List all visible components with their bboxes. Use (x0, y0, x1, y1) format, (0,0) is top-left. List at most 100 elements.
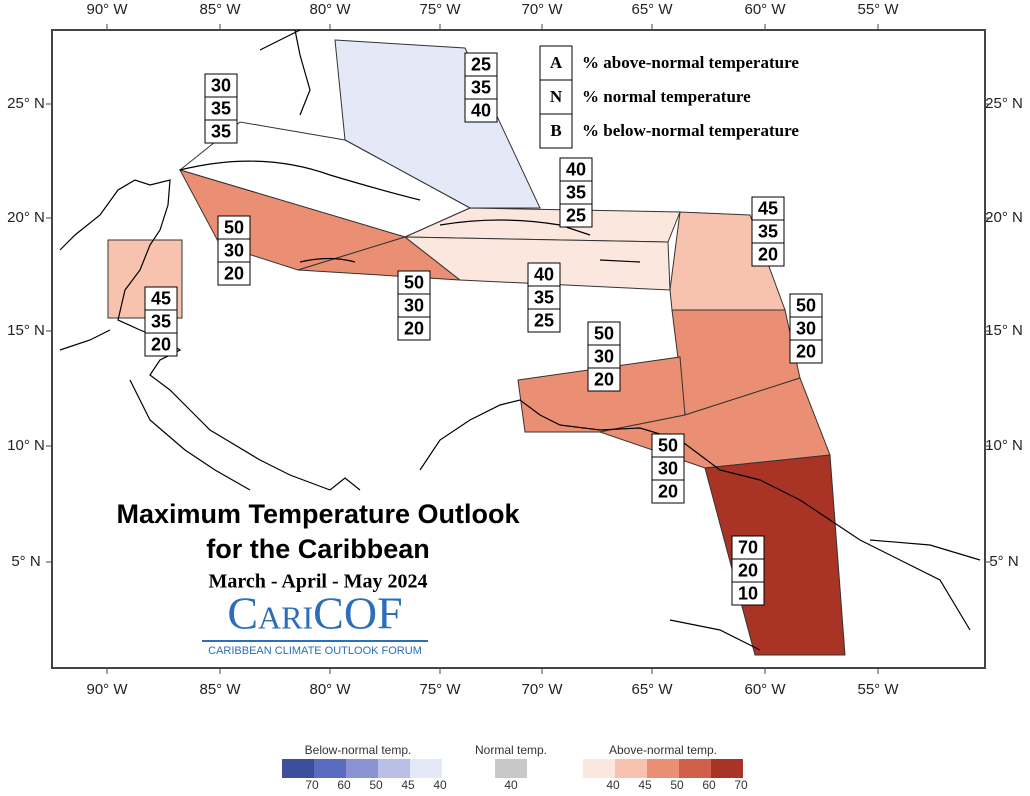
key-box (539, 45, 573, 81)
label-value: 30 (404, 295, 424, 315)
label-value: 10 (738, 583, 758, 603)
label-value: 45 (151, 288, 171, 308)
lat-label: 25° N (7, 95, 45, 112)
legend: Below-normal temp. 70 60 50 45 40 Above-normal… (282, 743, 748, 792)
legend-title: Below-normal temp. (305, 743, 412, 757)
label-value: 30 (658, 458, 678, 478)
lon-label: 65° W (631, 1, 673, 18)
legend-title: Normal temp. (475, 743, 547, 757)
label-cell (144, 332, 178, 357)
lat-label: 10° N (7, 437, 45, 454)
label-value: 20 (151, 334, 171, 354)
lon-label: 85° W (199, 1, 241, 18)
legend-swatch (282, 759, 314, 778)
label-value: 35 (211, 98, 231, 118)
key-text: % above-normal temperature (582, 53, 799, 72)
label-value: 20 (796, 341, 816, 361)
label-value: 70 (738, 537, 758, 557)
label-value: 50 (594, 323, 614, 343)
coast (669, 539, 981, 651)
legend-tick: 50 (369, 778, 383, 791)
label-value: 50 (658, 435, 678, 455)
label-value: 20 (738, 560, 758, 580)
label-value: 25 (534, 310, 554, 330)
label-cell (751, 242, 785, 267)
legend-swatch (378, 759, 410, 778)
label-cell (527, 308, 561, 333)
label-value: 35 (758, 221, 778, 241)
legend-tick: 70 (734, 778, 748, 791)
label-value: 35 (566, 182, 586, 202)
label-value: 20 (594, 369, 614, 389)
key-box (539, 79, 573, 115)
lat-label: 20° N (985, 209, 1023, 226)
legend-tick: 45 (638, 778, 652, 791)
key-text: % below-normal temperature (582, 121, 799, 140)
lat-label: 5° N (11, 553, 40, 570)
lat-label: 10° N (985, 437, 1023, 454)
legend-swatch (410, 759, 442, 778)
lat-label: 20° N (7, 209, 45, 226)
label-value: 30 (796, 318, 816, 338)
legend-tick: 45 (401, 778, 415, 791)
label-cell (651, 479, 685, 504)
key: A N B % above-normal temperature % norma… (539, 45, 799, 149)
label-value: 25 (471, 54, 491, 74)
lat-label: 25° N (985, 95, 1023, 112)
key-text: % normal temperature (582, 87, 751, 106)
logo-tagline: CARIBBEAN CLIMATE OUTLOOK FORUM (208, 645, 422, 657)
legend-tick: 40 (433, 778, 447, 791)
label-value: 50 (404, 272, 424, 292)
legend-swatch (346, 759, 378, 778)
lon-label: 75° W (419, 1, 461, 18)
label-value: 20 (658, 481, 678, 501)
coast (299, 219, 641, 263)
label-value: 20 (758, 244, 778, 264)
label-value: 35 (471, 77, 491, 97)
title: Maximum Temperature Outlook (116, 499, 520, 529)
lon-label: 70° W (521, 1, 563, 18)
season: March - April - May 2024 (208, 571, 427, 593)
label-cell (217, 261, 251, 286)
key-letter: A (550, 53, 563, 72)
label-cell (559, 203, 593, 228)
lon-label: 75° W (419, 681, 461, 698)
map-frame (51, 29, 986, 669)
legend-tick: 50 (670, 778, 684, 791)
subtitle: for the Caribbean (206, 534, 430, 564)
lon-label: 60° W (744, 681, 786, 698)
key-letter: B (550, 121, 561, 140)
lon-label: 55° W (857, 1, 899, 18)
legend-title: Above-normal temp. (609, 743, 717, 757)
lon-label: 60° W (744, 1, 786, 18)
lon-label: 85° W (199, 681, 241, 698)
coast (59, 179, 361, 491)
lon-label: 65° W (631, 681, 673, 698)
legend-swatch (495, 759, 527, 778)
legend-swatch (615, 759, 647, 778)
label-cell (397, 316, 431, 341)
label-value: 30 (594, 346, 614, 366)
label-cell (587, 367, 621, 392)
lon-label: 90° W (86, 1, 128, 18)
label-value: 35 (211, 121, 231, 141)
label-value: 25 (566, 205, 586, 225)
coast (179, 160, 421, 201)
label-cell (204, 119, 238, 144)
label-value: 35 (534, 287, 554, 307)
label-cell (789, 339, 823, 364)
label-value: 20 (404, 318, 424, 338)
region (334, 39, 541, 209)
label-value: 30 (224, 240, 244, 260)
logo: CariCOF (227, 588, 402, 639)
legend-swatch (711, 759, 743, 778)
label-value: 50 (224, 217, 244, 237)
key-box (539, 113, 573, 149)
lon-label: 70° W (521, 681, 563, 698)
lon-label: 55° W (857, 681, 899, 698)
label-value: 50 (796, 295, 816, 315)
legend-swatch (647, 759, 679, 778)
legend-tick: 70 (305, 778, 319, 791)
coast (259, 29, 311, 116)
